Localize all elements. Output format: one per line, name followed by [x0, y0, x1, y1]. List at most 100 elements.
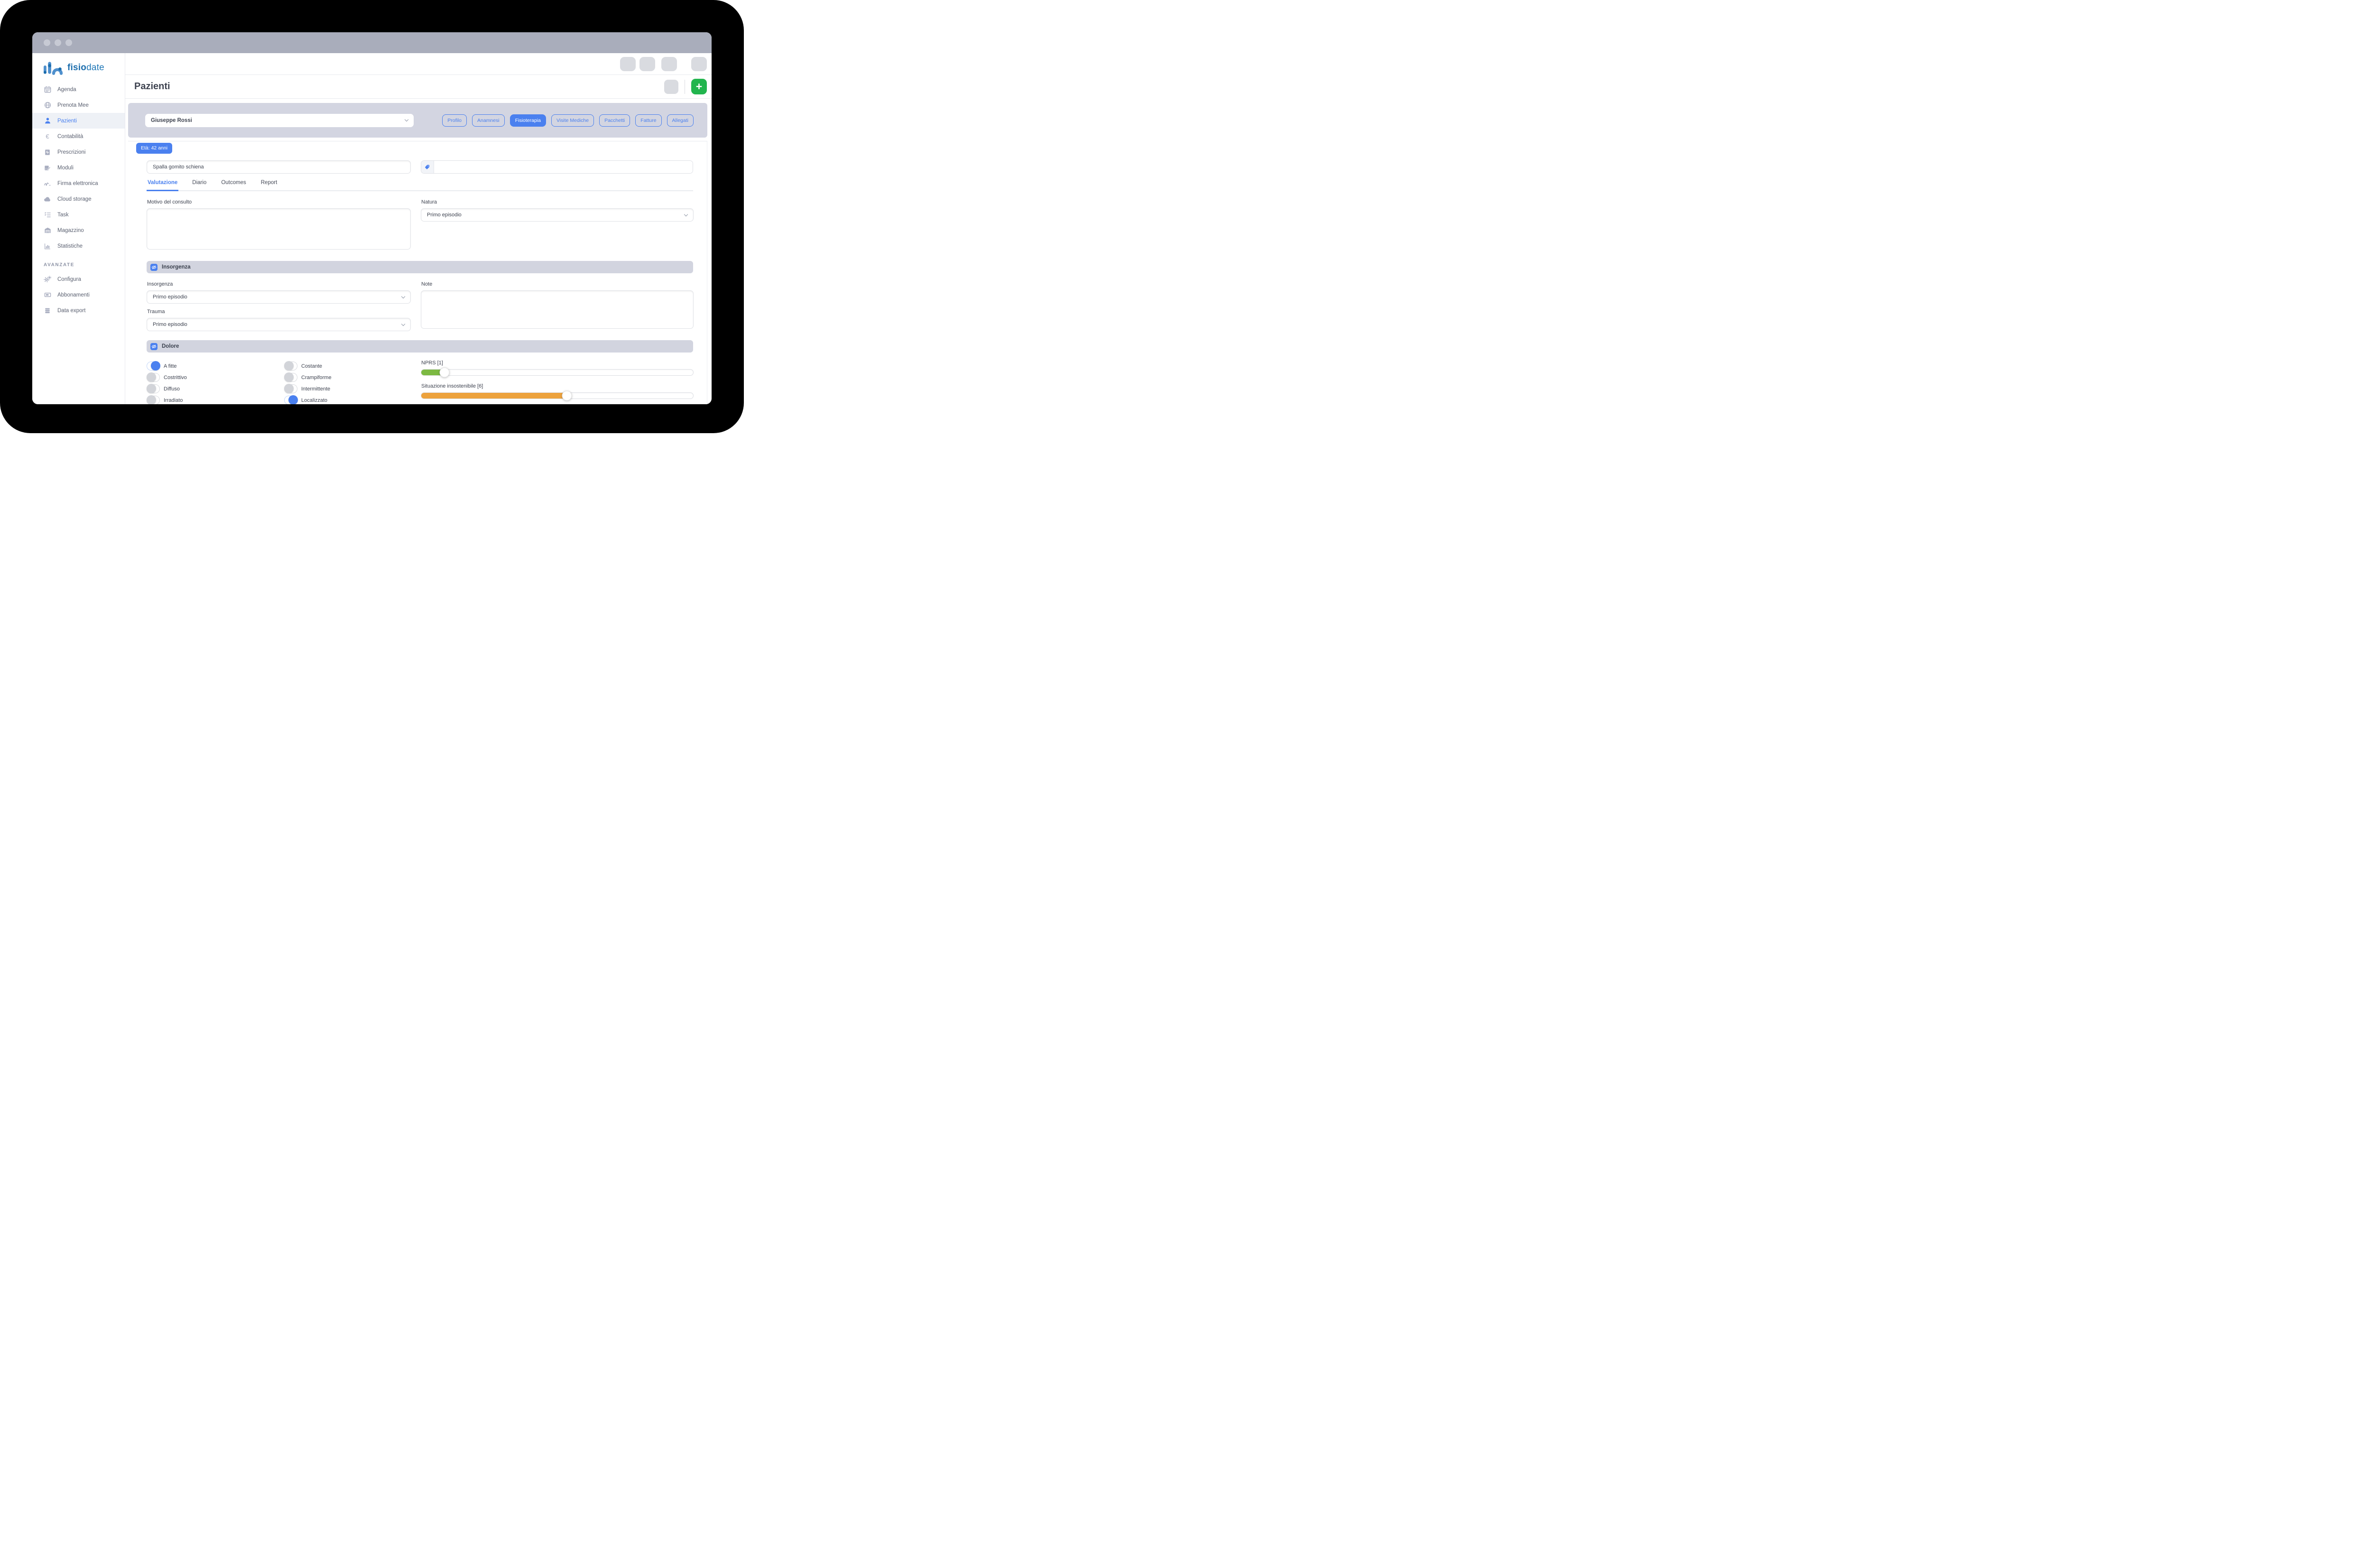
sidebar-item-data-export[interactable]: Data export [32, 303, 125, 318]
sidebar-item-pazienti[interactable]: Pazienti [32, 113, 125, 129]
sidebar-item-label: Pazienti [57, 118, 77, 124]
sidebar-item-contabilita[interactable]: € Contabilità [32, 129, 125, 144]
toggle-row: A fitte [147, 362, 284, 371]
toggle-label: Crampiforme [301, 375, 332, 380]
toggle-row: Diffuso [147, 384, 284, 393]
add-patient-button[interactable]: + [691, 79, 707, 94]
tab-fisioterapia[interactable]: Fisioterapia [510, 114, 546, 127]
toggle-knob [151, 361, 160, 371]
toggle-localizzato[interactable] [284, 396, 297, 404]
sidebar: fisiodate Agenda Prenota Mee Pazienti [32, 53, 125, 404]
trauma-select[interactable]: Primo episodio [147, 318, 411, 331]
treatment-title-input[interactable] [147, 160, 411, 174]
toggle-label: Localizzato [301, 398, 327, 403]
prescription-icon [44, 148, 51, 156]
tab-diario[interactable]: Diario [191, 180, 207, 190]
warehouse-icon [44, 227, 51, 234]
toggle-a-fitte[interactable] [147, 362, 160, 371]
sidebar-item-firma[interactable]: Firma elettronica [32, 176, 125, 191]
sidebar-item-label: Abbonamenti [57, 292, 90, 298]
insorgenza-section-bar: Insorgenza [147, 261, 693, 273]
window-titlebar [32, 32, 712, 53]
motivo-label: Motivo del consulto [147, 199, 411, 205]
window-dot-icon[interactable] [65, 39, 72, 46]
insostenibile-label: Situazione insostenibile [6] [421, 383, 694, 389]
window-dot-icon[interactable] [55, 39, 61, 46]
dolore-toggles-right: Costante Crampiforme Inter [284, 362, 332, 404]
tab-anamnesi[interactable]: Anamnesi [472, 114, 505, 127]
navbar-action-button[interactable] [620, 57, 636, 71]
toggle-diffuso[interactable] [147, 384, 160, 393]
page-title: Pazienti [134, 81, 170, 92]
tab-report[interactable]: Report [260, 180, 278, 190]
nprs-slider[interactable] [421, 369, 694, 376]
patient-icon [44, 117, 51, 125]
sidebar-section-label: AVANZATE [44, 262, 125, 268]
age-badge: Età: 42 anni [136, 143, 172, 154]
sidebar-item-prescrizioni[interactable]: Prescrizioni [32, 144, 125, 160]
natura-select-value: Primo episodio [427, 212, 462, 218]
tab-allegati[interactable]: Allegati [667, 114, 694, 127]
toggle-row: Costante [284, 362, 332, 371]
sidebar-item-agenda[interactable]: Agenda [32, 82, 125, 97]
patient-select[interactable]: Giuseppe Rossi [145, 114, 414, 127]
header-secondary-button[interactable] [664, 80, 678, 94]
trauma-label: Trauma [147, 309, 411, 315]
navbar-action-button[interactable] [661, 57, 677, 71]
euro-icon: € [44, 133, 51, 140]
dolore-toggles-left: A fitte Costrittivo Diffus [147, 362, 284, 404]
nprs-slider-knob[interactable] [439, 368, 449, 378]
toggle-knob [147, 395, 156, 404]
app-logo[interactable]: fisiodate [44, 61, 125, 75]
natura-label: Natura [421, 199, 694, 205]
section-icon [150, 343, 158, 350]
section-title: Insorgenza [162, 264, 191, 270]
toggle-intermittente[interactable] [284, 384, 297, 393]
sidebar-advanced-menu: Configura Abbonamenti Data export [32, 271, 125, 318]
tab-fatture[interactable]: Fatture [635, 114, 661, 127]
tab-visite-mediche[interactable]: Visite Mediche [551, 114, 594, 127]
tab-valutazione[interactable]: Valutazione [147, 180, 178, 191]
sidebar-item-label: Data export [57, 308, 85, 314]
toggle-knob [147, 384, 156, 393]
tags-input[interactable] [434, 161, 693, 173]
tab-outcomes[interactable]: Outcomes [220, 180, 247, 190]
sidebar-item-moduli[interactable]: Moduli [32, 160, 125, 176]
toggle-irradiato[interactable] [147, 396, 160, 404]
insorgenza-select[interactable]: Primo episodio [147, 290, 411, 304]
toggle-crampiforme[interactable] [284, 373, 297, 382]
sidebar-item-cloud[interactable]: Cloud storage [32, 191, 125, 207]
toggle-row: Costrittivo [147, 373, 284, 382]
sidebar-item-abbonamenti[interactable]: Abbonamenti [32, 287, 125, 303]
sidebar-item-prenota[interactable]: Prenota Mee [32, 97, 125, 113]
natura-select[interactable]: Primo episodio [421, 208, 694, 222]
sidebar-item-configura[interactable]: Configura [32, 271, 125, 287]
subscription-icon [44, 291, 51, 299]
toggle-label: Costrittivo [164, 375, 187, 380]
window-dot-icon[interactable] [44, 39, 50, 46]
section-title: Dolore [162, 343, 179, 349]
calendar-icon [44, 86, 51, 93]
toggle-knob [284, 372, 294, 382]
fisiodate-logo-icon [44, 61, 64, 75]
motivo-textarea[interactable] [147, 208, 411, 250]
chevron-down-icon [401, 294, 405, 298]
insorgenza-label: Insorgenza [147, 281, 411, 287]
navbar-action-button[interactable] [639, 57, 655, 71]
insostenibile-slider-knob[interactable] [562, 391, 572, 401]
toggle-row: Crampiforme [284, 373, 332, 382]
sidebar-item-statistiche[interactable]: Statistiche [32, 238, 125, 254]
toggle-costrittivo[interactable] [147, 373, 160, 382]
tab-profilo[interactable]: Profilo [442, 114, 467, 127]
toggle-costante[interactable] [284, 362, 297, 371]
insorgenza-note-textarea[interactable] [421, 290, 694, 329]
navbar-action-button[interactable] [691, 57, 707, 71]
sidebar-item-task[interactable]: Task [32, 207, 125, 223]
insostenibile-slider[interactable] [421, 392, 694, 399]
fisioterapia-card: Età: 42 anni Valutazione [128, 141, 707, 404]
toggle-label: Intermittente [301, 386, 330, 392]
tab-pacchetti[interactable]: Pacchetti [599, 114, 630, 127]
main-area: Pazienti + Giuseppe Rossi [125, 53, 712, 404]
patient-tabs: Profilo Anamnesi Fisioterapia Visite Med… [442, 114, 694, 127]
sidebar-item-magazzino[interactable]: Magazzino [32, 223, 125, 238]
